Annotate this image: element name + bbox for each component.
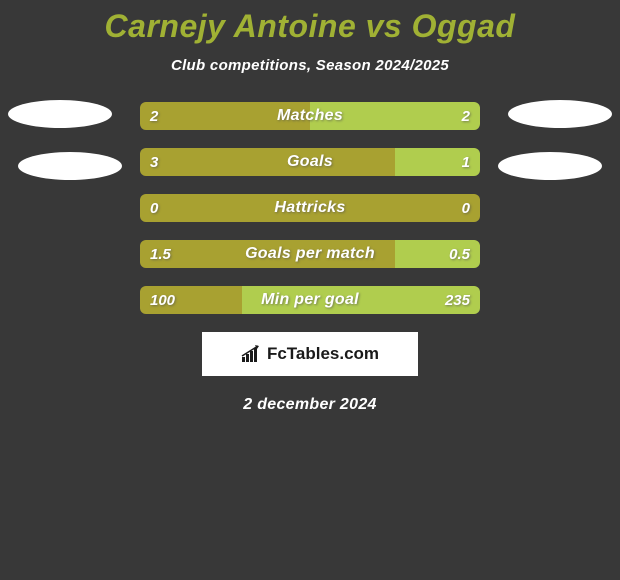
stats-area: Matches2 2 Goals3 1 Hattricks0 0 Goals per mat… — [0, 102, 620, 414]
subtitle: Club competitions, Season 2024/2025 — [0, 57, 620, 74]
stat-value-left: 100 — [150, 286, 175, 314]
bar-chart-icon — [241, 345, 263, 363]
logo-box: FcTables.com — [202, 332, 418, 376]
stat-bar: Min per goal100 235 — [140, 286, 480, 314]
player-right-oval-2 — [498, 152, 602, 180]
page-title: Carnejy Antoine vs Oggad — [0, 8, 620, 45]
logo-text: FcTables.com — [267, 344, 379, 364]
stat-value-left: 1.5 — [150, 240, 171, 268]
stat-label: Goals per match — [140, 240, 480, 268]
stat-value-right: 1 — [462, 148, 470, 176]
date-text: 2 december 2024 — [0, 396, 620, 414]
stat-value-left: 0 — [150, 194, 158, 222]
stat-value-left: 3 — [150, 148, 158, 176]
player-right-oval-1 — [508, 100, 612, 128]
stat-value-right: 2 — [462, 102, 470, 130]
stat-bar: Hattricks0 0 — [140, 194, 480, 222]
stat-label: Min per goal — [140, 286, 480, 314]
stat-bar: Goals3 1 — [140, 148, 480, 176]
stat-bar: Goals per match1.5 0.5 — [140, 240, 480, 268]
stat-label: Matches — [140, 102, 480, 130]
player-left-oval-2 — [18, 152, 122, 180]
stat-label: Goals — [140, 148, 480, 176]
player-left-oval-1 — [8, 100, 112, 128]
stat-value-right: 0.5 — [449, 240, 470, 268]
stat-bars: Matches2 2 Goals3 1 Hattricks0 0 Goals per mat… — [140, 102, 480, 314]
comparison-infographic: Carnejy Antoine vs Oggad Club competitio… — [0, 0, 620, 414]
stat-value-right: 0 — [462, 194, 470, 222]
stat-value-right: 235 — [445, 286, 470, 314]
stat-label: Hattricks — [140, 194, 480, 222]
stat-value-left: 2 — [150, 102, 158, 130]
stat-bar: Matches2 2 — [140, 102, 480, 130]
